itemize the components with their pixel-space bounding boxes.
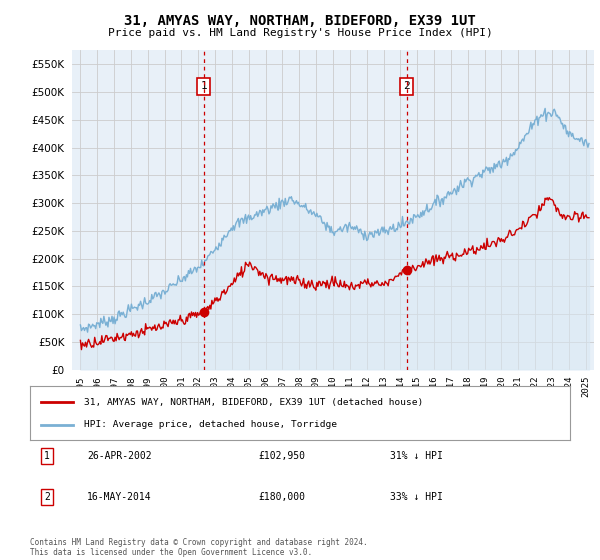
Text: 2: 2: [44, 492, 50, 502]
Text: HPI: Average price, detached house, Torridge: HPI: Average price, detached house, Torr…: [84, 420, 337, 429]
Text: 31, AMYAS WAY, NORTHAM, BIDEFORD, EX39 1UT (detached house): 31, AMYAS WAY, NORTHAM, BIDEFORD, EX39 1…: [84, 398, 423, 407]
Text: 31, AMYAS WAY, NORTHAM, BIDEFORD, EX39 1UT: 31, AMYAS WAY, NORTHAM, BIDEFORD, EX39 1…: [124, 14, 476, 28]
Text: 33% ↓ HPI: 33% ↓ HPI: [390, 492, 443, 502]
Text: 16-MAY-2014: 16-MAY-2014: [87, 492, 152, 502]
Text: 2: 2: [403, 82, 410, 91]
Text: £180,000: £180,000: [258, 492, 305, 502]
Text: £102,950: £102,950: [258, 451, 305, 461]
Text: 1: 1: [44, 451, 50, 461]
Text: Price paid vs. HM Land Registry's House Price Index (HPI): Price paid vs. HM Land Registry's House …: [107, 28, 493, 38]
Text: 31% ↓ HPI: 31% ↓ HPI: [390, 451, 443, 461]
Text: Contains HM Land Registry data © Crown copyright and database right 2024.
This d: Contains HM Land Registry data © Crown c…: [30, 538, 368, 557]
Text: 1: 1: [200, 82, 207, 91]
Text: 26-APR-2002: 26-APR-2002: [87, 451, 152, 461]
